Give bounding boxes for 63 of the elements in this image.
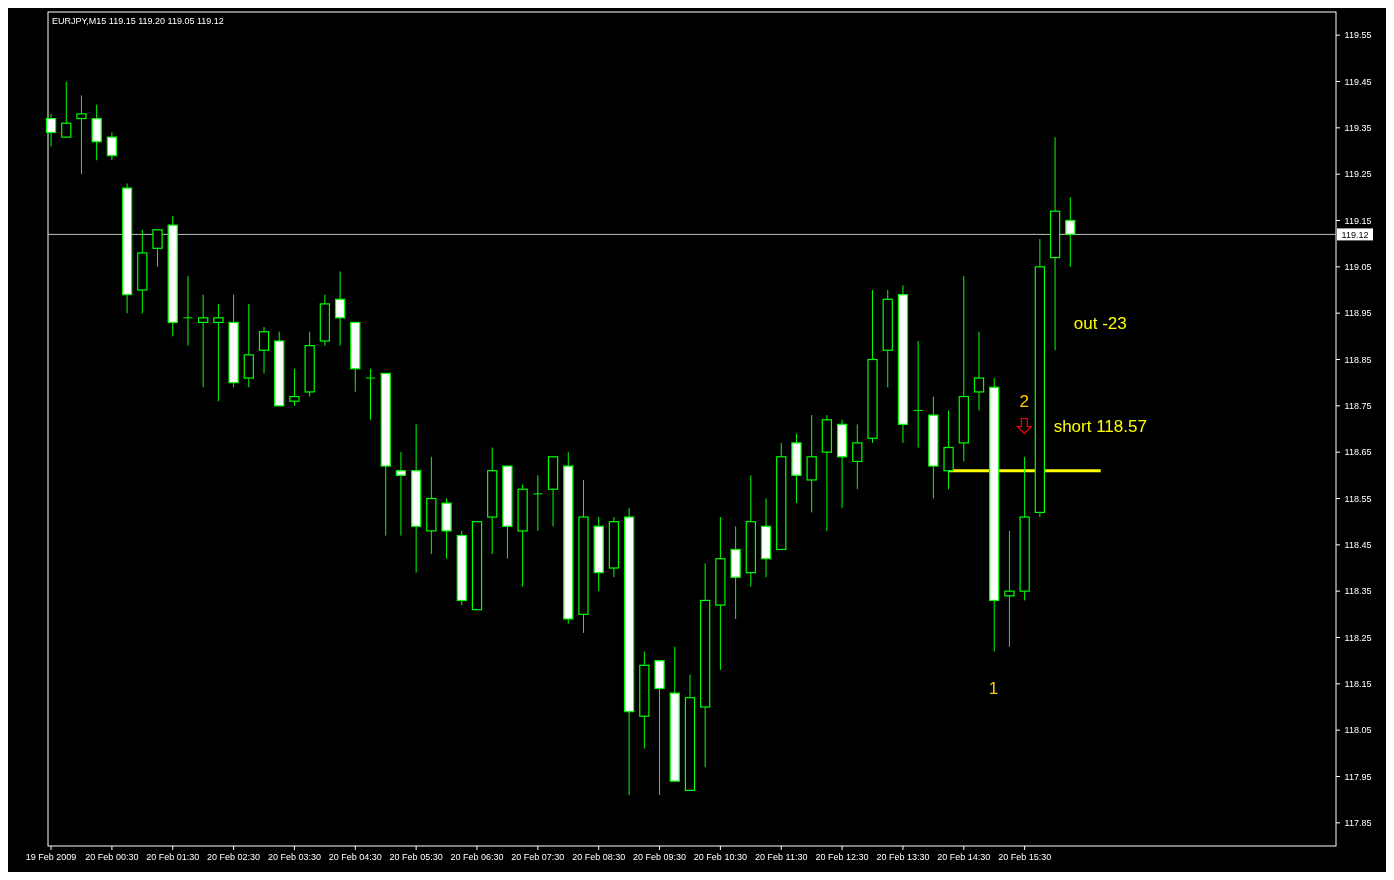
candlestick [365, 368, 376, 421]
y-tick-label: 119.25 [1344, 169, 1372, 180]
y-tick-label: 118.85 [1344, 354, 1372, 365]
x-tick-label: 20 Feb 07:30 [511, 852, 565, 862]
y-tick-label: 118.65 [1344, 447, 1372, 458]
x-tick-label: 20 Feb 10:30 [693, 852, 747, 862]
candlestick [1004, 530, 1015, 648]
candlestick [334, 270, 346, 347]
candlestick [106, 131, 118, 161]
candlestick [213, 303, 224, 402]
y-tick-label: 119.45 [1344, 76, 1372, 87]
y-tick-label: 118.45 [1344, 539, 1372, 550]
x-tick-label: 20 Feb 01:30 [146, 852, 200, 862]
x-tick-label: 20 Feb 08:30 [572, 852, 626, 862]
y-tick-label: 118.15 [1344, 678, 1372, 689]
x-tick-label: 20 Feb 11:30 [755, 852, 808, 862]
y-tick-label: 118.75 [1344, 400, 1372, 411]
candlestick [806, 414, 817, 513]
y-tick-label: 118.05 [1344, 725, 1372, 736]
x-tick-label: 20 Feb 02:30 [207, 852, 261, 862]
x-tick-label: 20 Feb 03:30 [267, 852, 321, 862]
candlestick [76, 94, 87, 175]
x-tick-label: 20 Feb 14:30 [937, 852, 991, 862]
x-tick-label: 20 Feb 13:30 [876, 852, 930, 862]
y-tick-label: 119.15 [1344, 215, 1372, 226]
candlestick [152, 229, 163, 268]
x-tick-label: 20 Feb 12:30 [815, 852, 869, 862]
x-tick-label: 19 Feb 2009 [25, 852, 77, 862]
y-tick-label: 118.55 [1344, 493, 1372, 504]
annotation: 2 [1019, 392, 1030, 412]
x-tick-label: 20 Feb 15:30 [998, 852, 1052, 862]
candlestick [1065, 196, 1076, 268]
candlestick [61, 81, 72, 138]
candlestick [913, 340, 924, 449]
x-tick-label: 20 Feb 04:30 [328, 852, 382, 862]
candlestick [395, 451, 407, 537]
y-tick-label: 118.35 [1344, 586, 1372, 597]
y-tick-label: 119.55 [1344, 30, 1372, 41]
y-tick-label: 117.95 [1344, 771, 1372, 782]
candlestick [91, 104, 102, 161]
candlestick [198, 294, 209, 388]
annotation: 1 [988, 678, 999, 698]
candlestick [973, 331, 985, 411]
x-tick-label: 20 Feb 00:30 [85, 852, 139, 862]
y-tick-label: 118.25 [1344, 632, 1372, 643]
x-tick-label: 20 Feb 05:30 [389, 852, 443, 862]
annotation: short 118.57 [1053, 416, 1147, 436]
candlestick [289, 368, 300, 407]
x-tick-label: 20 Feb 09:30 [633, 852, 687, 862]
candlestick [532, 474, 543, 532]
candlestick [243, 303, 254, 388]
candlestick [182, 275, 194, 347]
annotation: out -23 [1073, 314, 1127, 334]
chart-title: EURJPY,M15 119.15 119.20 119.05 119.12 [52, 16, 224, 26]
candlestick [258, 326, 270, 374]
y-tick-label: 119.35 [1344, 122, 1372, 133]
y-tick-label: 119.05 [1344, 261, 1372, 272]
ref-line-label: 119.12 [1341, 230, 1369, 241]
candlestick [852, 423, 863, 490]
y-tick-label: 118.95 [1344, 308, 1372, 319]
candlestick [943, 409, 954, 490]
y-tick-label: 117.85 [1344, 817, 1372, 828]
x-tick-label: 20 Feb 06:30 [450, 852, 504, 862]
